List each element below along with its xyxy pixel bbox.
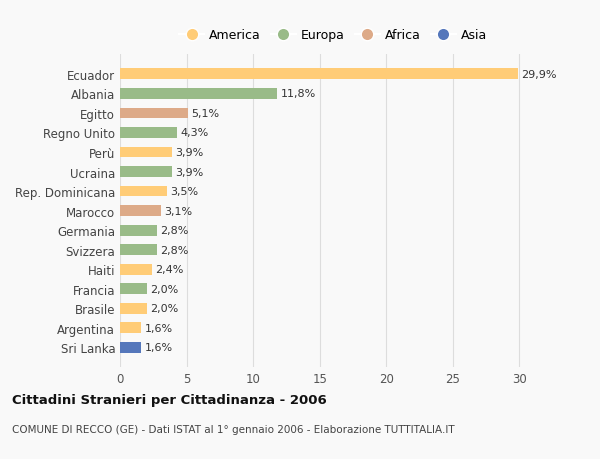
Bar	[120, 108, 188, 119]
Text: 3,1%: 3,1%	[164, 206, 193, 216]
Legend: America, Europa, Africa, Asia: America, Europa, Africa, Asia	[174, 24, 492, 47]
Bar	[120, 206, 161, 217]
Text: 1,6%: 1,6%	[145, 323, 173, 333]
Bar	[120, 245, 157, 256]
Text: 5,1%: 5,1%	[191, 109, 220, 118]
Text: 29,9%: 29,9%	[521, 70, 557, 79]
Bar	[120, 89, 277, 100]
Bar	[120, 342, 142, 353]
Text: 1,6%: 1,6%	[145, 343, 173, 353]
Text: 3,5%: 3,5%	[170, 187, 198, 196]
Text: 3,9%: 3,9%	[175, 148, 203, 157]
Bar	[120, 147, 172, 158]
Bar	[120, 128, 177, 139]
Text: 2,8%: 2,8%	[161, 226, 189, 235]
Bar	[120, 69, 518, 80]
Text: 4,3%: 4,3%	[181, 128, 209, 138]
Bar	[120, 186, 167, 197]
Text: 2,4%: 2,4%	[155, 265, 184, 274]
Text: 2,0%: 2,0%	[150, 304, 178, 313]
Bar	[120, 167, 172, 178]
Bar	[120, 303, 146, 314]
Bar	[120, 225, 157, 236]
Text: 2,8%: 2,8%	[161, 245, 189, 255]
Bar	[120, 264, 152, 275]
Text: Cittadini Stranieri per Cittadinanza - 2006: Cittadini Stranieri per Cittadinanza - 2…	[12, 393, 327, 406]
Bar	[120, 323, 142, 334]
Text: 2,0%: 2,0%	[150, 284, 178, 294]
Bar	[120, 284, 146, 295]
Text: 3,9%: 3,9%	[175, 167, 203, 177]
Text: COMUNE DI RECCO (GE) - Dati ISTAT al 1° gennaio 2006 - Elaborazione TUTTITALIA.I: COMUNE DI RECCO (GE) - Dati ISTAT al 1° …	[12, 424, 455, 434]
Text: 11,8%: 11,8%	[280, 89, 316, 99]
